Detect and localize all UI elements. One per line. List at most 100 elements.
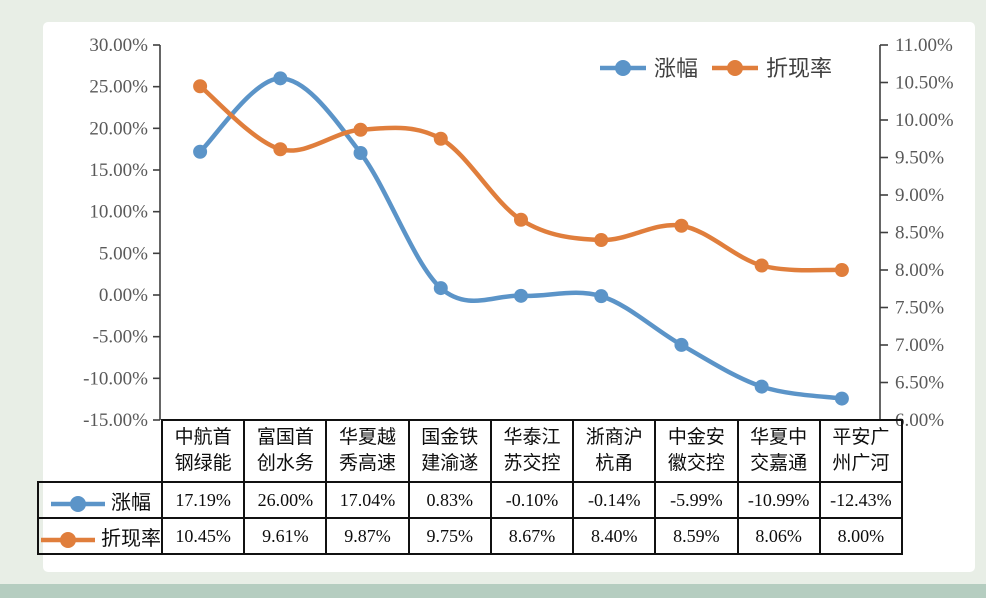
table-value-cell-0-6: -5.99% [654, 481, 739, 519]
table-row-label-1: 折现率 [37, 517, 163, 555]
table-value-cell-0-4: -0.10% [489, 481, 575, 519]
table-corner-ghost-cell [38, 420, 162, 482]
right-axis-tick-label: 6.00% [895, 410, 944, 431]
left-axis-tick-label: 30.00% [89, 35, 148, 56]
table-header-line: 建渝遂 [421, 453, 479, 474]
table-header-line: 华泰江 [503, 427, 561, 448]
legend-marker-point-0 [615, 60, 631, 76]
table-header-line: 浙商沪 [585, 427, 643, 448]
table-value-cell-0-0: 17.19% [160, 481, 246, 519]
left-axis-tick-label: 15.00% [89, 160, 148, 181]
table-value-cell-1-7: 8.06% [736, 517, 821, 555]
table-header-line: 交嘉通 [750, 453, 808, 474]
right-axis-tick-label: 9.00% [895, 185, 944, 206]
legend-marker-point-1 [727, 60, 743, 76]
table-header-cell-7: 华夏中 交嘉通 [736, 419, 821, 483]
series-point-1 [754, 258, 769, 273]
table-header-line: 创水务 [256, 453, 314, 474]
series-point-0 [834, 391, 849, 406]
series-point-1 [834, 263, 849, 277]
right-axis-tick-label: 8.50% [895, 223, 944, 244]
legend-label-0: 涨幅 [654, 56, 698, 81]
table-header-line: 秀高速 [339, 453, 397, 474]
table-value-cell-1-4: 8.67% [489, 517, 575, 555]
table-header-line: 杭甬 [595, 453, 634, 474]
footer-strip [0, 584, 986, 598]
table-row-0: 涨幅 17.19% 26.00% 17.04% 0.83% -0.10% -0.14% -5.… [37, 481, 903, 519]
series-point-0 [273, 71, 288, 86]
table-value-cell-1-8: 8.00% [818, 517, 903, 555]
table-value-cell-1-5: 8.40% [572, 517, 657, 555]
table-header-line: 苏交控 [503, 453, 561, 474]
series-point-1 [594, 233, 609, 247]
right-axis-tick-label: 10.50% [895, 73, 954, 94]
series-point-0 [514, 288, 528, 303]
series-point-0 [594, 289, 609, 304]
table-header-line: 徽交控 [667, 453, 725, 474]
table-value-cell-0-8: -12.43% [818, 481, 903, 519]
right-axis-tick-label: 8.00% [895, 260, 944, 281]
left-axis-tick-label: 0.00% [99, 285, 148, 306]
series-point-0 [193, 144, 208, 159]
table-header-line: 中航首 [174, 427, 232, 448]
series-point-1 [514, 212, 528, 227]
table-value-cell-0-5: -0.14% [572, 481, 657, 519]
table-header-line: 州广河 [832, 453, 890, 474]
table-header-line: 中金安 [667, 427, 725, 448]
series-point-0 [353, 146, 368, 160]
series-point-1 [433, 131, 448, 146]
table-value-cell-1-1: 9.61% [243, 517, 328, 555]
right-axis-tick-label: 9.50% [895, 148, 944, 169]
right-axis-tick-label: 10.00% [895, 110, 954, 131]
table-header-cell-1: 富国首 创水务 [243, 419, 328, 483]
series-point-1 [193, 79, 208, 94]
table-value-cell-1-6: 8.59% [654, 517, 739, 555]
table-header-line: 富国首 [256, 427, 314, 448]
table-value-cell-1-3: 9.75% [407, 517, 492, 555]
series-point-1 [674, 218, 689, 233]
series-line-0 [197, 76, 845, 401]
right-axis-tick-label: 7.50% [895, 298, 944, 319]
table-header-line: 平安广 [832, 427, 890, 448]
table-header-cell-5: 浙商沪 杭甬 [572, 419, 657, 483]
series-point-1 [353, 122, 368, 137]
table-header-cell-8: 平安广 州广河 [818, 419, 903, 483]
table-value-cell-0-2: 17.04% [325, 481, 410, 519]
table-row-label-0: 涨幅 [37, 481, 163, 519]
right-axis-tick-label: 6.50% [895, 373, 944, 394]
left-axis-tick-label: 20.00% [89, 118, 148, 139]
left-axis-tick-label: -5.00% [93, 327, 149, 348]
left-axis-tick-label: 10.00% [89, 202, 148, 223]
table-header-line: 钢绿能 [174, 453, 232, 474]
table-row-1: 折现率 10.45% 9.61% 9.87% 9.75% 8.67% 8.40% 8.59% 8… [37, 517, 903, 555]
table-header-cell-2: 华夏越 秀高速 [325, 419, 410, 483]
series-point-0 [674, 337, 689, 352]
table-header-cell-4: 华泰江 苏交控 [489, 419, 575, 483]
table-header-cell-0: 中航首 钢绿能 [160, 419, 246, 483]
series-point-1 [273, 142, 288, 157]
table-value-cell-1-2: 9.87% [325, 517, 410, 555]
left-axis-tick-label: 25.00% [89, 77, 148, 98]
table-header-line: 华夏越 [339, 427, 397, 448]
table-value-cell-0-3: 0.83% [407, 481, 492, 519]
table-header-cell-6: 中金安 徽交控 [654, 419, 739, 483]
table-header-cell-3: 国金铁 建渝遂 [407, 419, 492, 483]
table-header-line: 华夏中 [750, 427, 808, 448]
left-axis-tick-label: -10.00% [83, 368, 148, 389]
left-axis-tick-label: 5.00% [99, 243, 148, 264]
table-value-cell-0-7: -10.99% [736, 481, 821, 519]
left-axis-tick-label: -15.00% [83, 410, 148, 431]
table-row-label-text: 折现率 [101, 527, 161, 550]
row-legend-marker-icon [51, 495, 105, 512]
series-point-0 [433, 281, 448, 296]
table-header-row: 中航首 钢绿能 富国首 创水务 华夏越 秀高速 国金铁 建渝遂 华泰江 苏交控 浙商沪 杭甬 中金安 徽交… [38, 419, 903, 483]
table-row-label-text: 涨幅 [111, 491, 151, 514]
right-axis-tick-label: 11.00% [895, 35, 953, 56]
table-value-cell-1-0: 10.45% [160, 517, 246, 555]
table-value-cell-0-1: 26.00% [243, 481, 328, 519]
table-header-line: 国金铁 [421, 427, 479, 448]
chart-data-table: 中航首 钢绿能 富国首 创水务 华夏越 秀高速 国金铁 建渝遂 华泰江 苏交控 浙商沪 杭甬 中金安 徽交… [37, 419, 903, 555]
row-legend-marker-icon [41, 531, 95, 548]
legend-label-1: 折现率 [766, 56, 832, 81]
